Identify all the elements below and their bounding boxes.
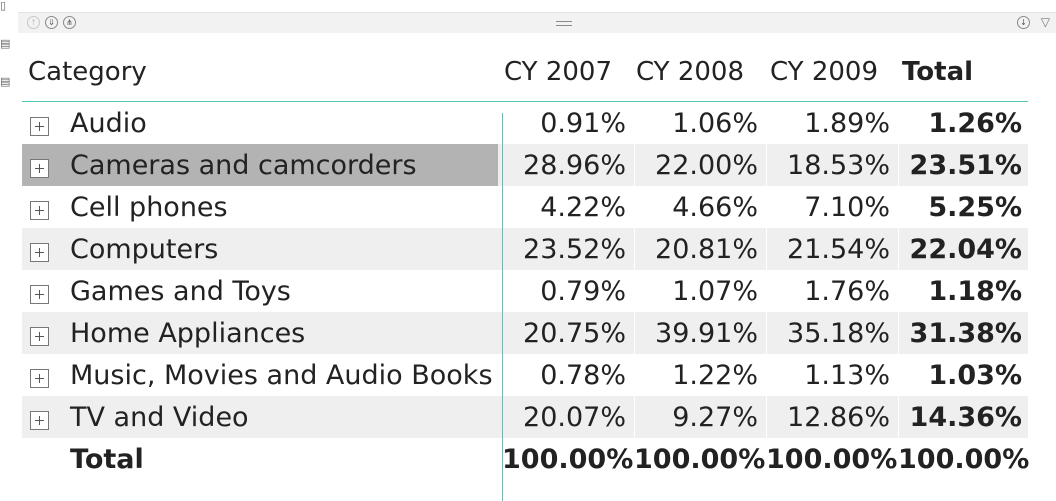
row-category-cell[interactable]: Audio: [22, 102, 498, 144]
drill-up-icon[interactable]: ↑: [27, 16, 40, 29]
category-column-divider: [502, 113, 503, 501]
cell-cy2007[interactable]: 23.52%: [523, 234, 626, 265]
grand-total: 100.00%: [898, 444, 1030, 475]
matrix-row[interactable]: Audio 0.91% 1.06% 1.89% 1.26%: [22, 102, 1028, 144]
cell-cy2008[interactable]: 20.81%: [655, 234, 758, 265]
matrix-row[interactable]: Games and Toys 0.79% 1.07% 1.76% 1.18%: [22, 270, 1028, 312]
cell-cy2007[interactable]: 0.78%: [540, 360, 626, 391]
column-header-cy2009[interactable]: CY 2009: [769, 57, 878, 87]
cell-cy2008[interactable]: 1.07%: [672, 276, 758, 307]
row-category-cell[interactable]: Music, Movies and Audio Books: [22, 354, 498, 396]
matrix-row[interactable]: Music, Movies and Audio Books 0.78% 1.22% 1…: [22, 354, 1028, 396]
cell-row-total[interactable]: 1.18%: [928, 276, 1022, 307]
row-category-label: Games and Toys: [70, 276, 291, 307]
cell-cy2008[interactable]: 1.06%: [672, 108, 758, 139]
drill-down-icon[interactable]: ⇓: [45, 16, 58, 29]
expand-all-icon[interactable]: ⋔: [63, 16, 76, 29]
filter-icon[interactable]: ▽: [1040, 15, 1050, 29]
matrix-header-row: Category CY 2007 CY 2008 CY 2009 Total: [22, 33, 1028, 102]
cell-cy2009[interactable]: 21.54%: [787, 234, 890, 265]
column-header-cy2007[interactable]: CY 2007: [503, 57, 612, 87]
cell-cy2009[interactable]: 18.53%: [787, 150, 890, 181]
expand-row-icon[interactable]: [30, 159, 49, 178]
cell-cy2009[interactable]: 1.13%: [804, 360, 890, 391]
cell-row-total[interactable]: 1.26%: [928, 108, 1022, 139]
total-cy2009: 100.00%: [766, 444, 898, 475]
matrix-row[interactable]: Cell phones 4.22% 4.66% 7.10% 5.25%: [22, 186, 1028, 228]
expand-row-icon[interactable]: [30, 201, 49, 220]
cell-cy2009[interactable]: 12.86%: [787, 402, 890, 433]
cell-cy2009[interactable]: 35.18%: [787, 318, 890, 349]
column-divider: [898, 113, 899, 460]
cell-cy2008[interactable]: 9.27%: [672, 402, 758, 433]
expand-row-icon[interactable]: [30, 369, 49, 388]
total-row-label: Total: [70, 444, 144, 475]
cell-cy2009[interactable]: 1.76%: [804, 276, 890, 307]
drill-mode-icon[interactable]: ↓: [1017, 16, 1030, 29]
total-cy2007: 100.00%: [502, 444, 634, 475]
row-category-cell[interactable]: TV and Video: [22, 396, 498, 438]
cell-cy2007[interactable]: 28.96%: [523, 150, 626, 181]
rail-list-icon[interactable]: ▤: [0, 37, 11, 50]
cell-cy2009[interactable]: 7.10%: [804, 192, 890, 223]
cell-cy2009[interactable]: 1.89%: [804, 108, 890, 139]
cell-row-total[interactable]: 1.03%: [928, 360, 1022, 391]
row-category-label: Cameras and camcorders: [70, 150, 417, 181]
row-category-label: Cell phones: [70, 192, 228, 223]
matrix-row[interactable]: TV and Video 20.07% 9.27% 12.86% 14.36%: [22, 396, 1028, 438]
row-category-cell[interactable]: Computers: [22, 228, 498, 270]
total-row: Total 100.00% 100.00% 100.00% 100.00%: [22, 438, 1030, 480]
matrix-visual[interactable]: ↑ ⇓ ⋔ ↓ ▽ Category CY 2007 CY 2008 CY 20…: [18, 12, 1056, 501]
total-cy2008: 100.00%: [634, 444, 766, 475]
expand-row-icon[interactable]: [30, 117, 49, 136]
row-category-cell[interactable]: Home Appliances: [22, 312, 498, 354]
row-category-cell[interactable]: Cameras and camcorders: [22, 144, 498, 186]
row-category-cell[interactable]: Games and Toys: [22, 270, 498, 312]
cell-cy2008[interactable]: 4.66%: [672, 192, 758, 223]
cell-cy2007[interactable]: 4.22%: [540, 192, 626, 223]
row-category-label: Audio: [70, 108, 147, 139]
column-header-total[interactable]: Total: [902, 57, 974, 87]
visual-header: ↑ ⇓ ⋔ ↓ ▽: [18, 13, 1056, 33]
rail-list-icon-2[interactable]: ▤: [0, 75, 11, 88]
cell-row-total[interactable]: 14.36%: [909, 402, 1022, 433]
cell-cy2008[interactable]: 22.00%: [655, 150, 758, 181]
grip-icon[interactable]: [556, 21, 572, 26]
cell-row-total[interactable]: 5.25%: [928, 192, 1022, 223]
matrix-row[interactable]: Computers 23.52% 20.81% 21.54% 22.04%: [22, 228, 1028, 270]
row-category-cell[interactable]: Cell phones: [22, 186, 498, 228]
row-category-label: Home Appliances: [70, 318, 306, 349]
rail-page-icon[interactable]: ▯: [0, 0, 7, 12]
expand-row-icon[interactable]: [30, 411, 49, 430]
cell-row-total[interactable]: 22.04%: [909, 234, 1022, 265]
cell-cy2008[interactable]: 1.22%: [672, 360, 758, 391]
matrix-row[interactable]: Cameras and camcorders 28.96% 22.00% 18.53%…: [22, 144, 1028, 186]
column-divider: [634, 113, 635, 460]
cell-cy2007[interactable]: 0.91%: [540, 108, 626, 139]
row-category-label: Music, Movies and Audio Books: [70, 360, 493, 391]
cell-row-total[interactable]: 23.51%: [909, 150, 1022, 181]
column-divider: [766, 113, 767, 460]
expand-row-icon[interactable]: [30, 285, 49, 304]
cell-cy2007[interactable]: 0.79%: [540, 276, 626, 307]
report-left-rail: ▯ ▤ ▤: [0, 0, 14, 495]
matrix-table: Category CY 2007 CY 2008 CY 2009 Total A…: [22, 33, 1030, 501]
cell-cy2007[interactable]: 20.75%: [523, 318, 626, 349]
expand-row-icon[interactable]: [30, 243, 49, 262]
column-header-cy2008[interactable]: CY 2008: [635, 57, 744, 87]
matrix-row[interactable]: Home Appliances 20.75% 39.91% 35.18% 31.38%: [22, 312, 1028, 354]
row-category-label: TV and Video: [70, 402, 249, 433]
row-category-label: Computers: [70, 234, 219, 265]
category-header[interactable]: Category: [28, 57, 147, 87]
cell-cy2007[interactable]: 20.07%: [523, 402, 626, 433]
cell-row-total[interactable]: 31.38%: [909, 318, 1022, 349]
expand-row-icon[interactable]: [30, 327, 49, 346]
cell-cy2008[interactable]: 39.91%: [655, 318, 758, 349]
